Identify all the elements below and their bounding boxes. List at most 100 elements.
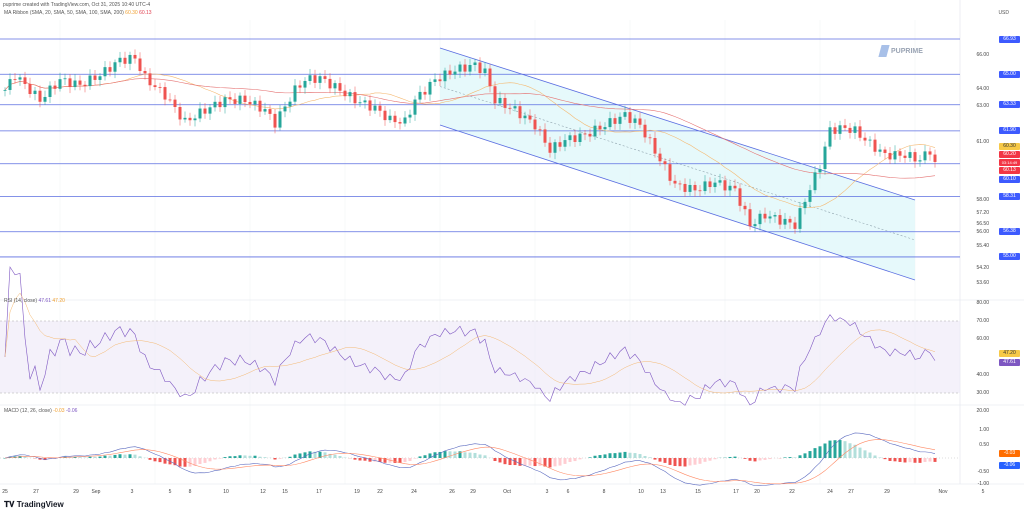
macd-histogram-bar [193, 458, 197, 466]
price-axis-label: 64.00 [976, 86, 989, 92]
candle-body [933, 154, 937, 162]
macd-histogram-bar [298, 453, 302, 458]
macd-histogram-bar [913, 458, 917, 463]
macd-histogram-bar [513, 458, 517, 466]
macd-histogram-bar [663, 458, 667, 463]
candle-body [903, 155, 907, 158]
macd-histogram-bar [318, 451, 322, 458]
channel-mid-line [439, 86, 916, 241]
candle-body [83, 84, 87, 87]
candle-body [513, 106, 517, 109]
macd-histogram-bar [308, 451, 312, 458]
time-axis-label: 17 [733, 489, 739, 495]
candle-body [723, 180, 727, 191]
macd-histogram-bar [153, 458, 157, 462]
price-axis-label: 56.50 [976, 221, 989, 227]
candle-body [608, 118, 612, 128]
macd-axis-label: 0.50 [979, 442, 989, 448]
time-axis-label: 19 [354, 489, 360, 495]
legend-label: RSI (14, close) [4, 298, 38, 304]
candle-body [403, 117, 407, 124]
candle-body [218, 101, 222, 108]
candle-body [243, 95, 247, 102]
candle-body [798, 208, 802, 229]
time-axis-label: 24 [827, 489, 833, 495]
macd-histogram-bar [278, 458, 282, 459]
time-axis-label: 17 [316, 489, 322, 495]
tradingview-logo[interactable]: 𝐓𝐕 TradingView [4, 500, 64, 510]
macd-histogram-bar [873, 455, 877, 458]
price-axis-label: 55.40 [976, 243, 989, 249]
macd-histogram-bar [768, 458, 772, 460]
candle-body [158, 87, 162, 88]
macd-histogram-bar [883, 458, 887, 460]
macd-histogram-bar [198, 458, 202, 465]
macd-histogram-bar [563, 458, 567, 464]
macd-histogram-bar [893, 458, 897, 462]
macd-histogram-bar [313, 451, 317, 458]
candle-body [283, 106, 287, 112]
macd-histogram-bar [448, 451, 452, 458]
candle-body [113, 62, 117, 72]
tv-text: TradingView [16, 500, 64, 509]
macd-histogram-bar [908, 458, 912, 463]
time-axis-label: 8 [602, 489, 606, 495]
macd-histogram-bar [728, 456, 732, 458]
candle-body [758, 213, 762, 225]
macd-histogram-bar [228, 456, 232, 458]
rsi-legend[interactable]: RSI (14, close) 47.61 47.20 [4, 298, 65, 304]
level-price-tag: 65.00 [999, 70, 1020, 78]
macd-histogram-bar [648, 457, 652, 458]
candle-body [388, 115, 392, 121]
ma-ribbon-legend[interactable]: MA Ribbon (SMA, 20, SMA, 50, SMA, 100, S… [4, 10, 152, 16]
candle-body [618, 116, 622, 124]
time-axis-label: Oct [503, 489, 511, 495]
level-price-tag: 63.33 [999, 101, 1020, 109]
macd-histogram-bar [653, 458, 657, 460]
macd-histogram-bar [68, 457, 72, 458]
candle-body [223, 97, 227, 108]
ma-price-tag: 60.30 [999, 143, 1020, 150]
legend-value: -0.03 [53, 408, 65, 414]
time-axis-label: Sep [91, 489, 101, 495]
macd-histogram-bar [88, 456, 92, 458]
macd-histogram-bar [103, 455, 107, 458]
macd-histogram-bar [673, 458, 677, 467]
candle-body [453, 71, 457, 75]
candle-body [893, 151, 897, 160]
macd-histogram-bar [628, 452, 632, 458]
macd-histogram-bar [498, 458, 502, 463]
candle-body [408, 114, 412, 118]
candle-body [188, 117, 192, 121]
macd-legend[interactable]: MACD (12, 26, close) -0.03 -0.06 [4, 408, 77, 414]
candle-body [568, 135, 572, 141]
time-axis-label: 25 [2, 489, 8, 495]
candle-body [588, 133, 592, 137]
legend-value: 60.30 [125, 10, 138, 16]
rsi-line [4, 266, 936, 406]
rsi-axis-label: 30.00 [976, 390, 989, 396]
macd-histogram-bar [338, 456, 342, 458]
macd-histogram-bar [853, 444, 857, 458]
legend-value: 60.13 [139, 10, 152, 16]
candle-body [698, 190, 702, 192]
macd-histogram-bar [138, 456, 142, 458]
candle-body [413, 99, 417, 115]
candle-body [678, 183, 682, 185]
time-axis-label: 10 [223, 489, 229, 495]
candle-body [128, 54, 132, 64]
macd-histogram-bar [443, 451, 447, 458]
moving-average-line [4, 73, 936, 208]
candle-body [153, 85, 157, 88]
legend-value: 47.20 [52, 298, 65, 304]
candle-body [673, 180, 677, 184]
candle-body [293, 85, 297, 102]
macd-histogram-bar [678, 458, 682, 467]
candle-body [263, 109, 267, 112]
candle-body [873, 139, 877, 152]
legend-value: -0.06 [65, 408, 78, 414]
macd-histogram-bar [933, 458, 937, 462]
macd-histogram-bar [523, 458, 527, 466]
rsi-axis-label: 60.00 [976, 336, 989, 342]
